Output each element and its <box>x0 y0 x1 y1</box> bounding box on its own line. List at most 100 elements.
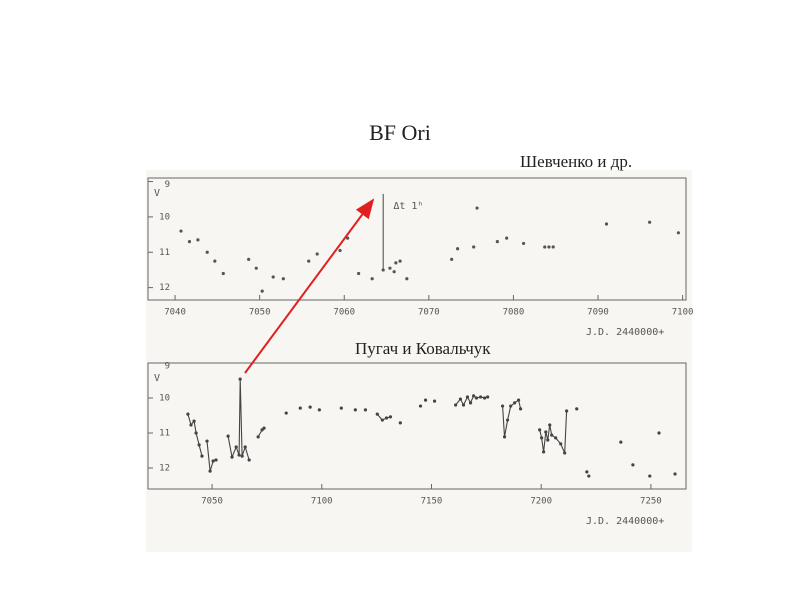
data-point <box>230 455 234 459</box>
data-point <box>388 415 393 419</box>
data-point <box>247 458 251 462</box>
data-point <box>673 472 677 476</box>
data-point <box>398 421 402 425</box>
caption: Пугач и Ковальчук <box>355 339 491 358</box>
plot-frame <box>147 362 687 490</box>
data-point <box>604 222 609 226</box>
data-point <box>565 409 569 413</box>
y-axis-label: V <box>154 188 160 199</box>
x-tick-label: 7060 <box>333 308 355 318</box>
data-point <box>479 395 483 399</box>
x-axis-label: J.D. 2440000+ <box>586 327 664 338</box>
data-point <box>521 241 526 246</box>
data-point <box>226 434 230 438</box>
data-point <box>502 435 507 439</box>
data-point <box>339 406 343 410</box>
data-point <box>208 469 212 473</box>
x-tick-label: 7070 <box>418 308 440 318</box>
data-point <box>211 459 215 463</box>
data-point <box>506 418 510 422</box>
data-point <box>423 398 428 402</box>
data-point <box>648 474 652 478</box>
arrow <box>244 198 375 374</box>
data-point <box>205 439 209 443</box>
x-tick-label: 7050 <box>249 308 271 318</box>
data-point <box>388 266 392 270</box>
data-point <box>189 423 193 427</box>
data-point <box>357 271 361 276</box>
data-point <box>192 419 196 423</box>
data-point <box>405 277 409 281</box>
y-tick-label: 11 <box>159 248 170 258</box>
data-point <box>281 277 285 281</box>
y-tick-label: 10 <box>159 212 170 222</box>
data-point <box>546 438 550 442</box>
y-axis-label: V <box>154 373 160 384</box>
data-point <box>307 259 311 263</box>
data-point <box>394 261 398 265</box>
data-point <box>254 266 258 270</box>
data-point <box>243 445 247 449</box>
data-point <box>495 240 499 244</box>
data-point <box>380 418 384 422</box>
x-tick-label: 7080 <box>503 308 525 318</box>
data-point <box>381 268 385 272</box>
data-point <box>197 443 201 447</box>
data-point <box>587 474 591 478</box>
data-point <box>538 428 542 432</box>
data-point <box>657 431 661 435</box>
data-point <box>544 430 548 434</box>
data-point <box>247 257 251 261</box>
data-point <box>676 231 680 235</box>
data-point <box>363 408 368 412</box>
data-point <box>563 451 567 455</box>
data-point <box>631 463 635 467</box>
data-point <box>456 247 460 251</box>
x-tick-label: 7150 <box>421 497 443 507</box>
data-point <box>547 245 551 249</box>
data-point <box>213 259 217 263</box>
data-point <box>384 416 389 420</box>
data-point <box>262 426 266 430</box>
data-point <box>370 277 374 281</box>
data-point <box>559 442 563 446</box>
data-point <box>516 398 521 402</box>
data-point <box>353 408 357 412</box>
x-tick-label: 7040 <box>164 308 186 318</box>
data-point <box>240 454 244 458</box>
data-point <box>432 399 437 403</box>
y-tick-label: 11 <box>159 429 170 439</box>
data-point <box>513 401 517 405</box>
data-point <box>619 440 623 444</box>
data-point <box>284 411 288 415</box>
data-point <box>194 431 198 435</box>
data-point <box>518 407 523 411</box>
y-tick-label: 12 <box>159 464 170 474</box>
data-point <box>461 403 466 407</box>
data-point <box>200 454 204 458</box>
data-point <box>551 245 555 249</box>
data-point <box>468 401 473 405</box>
data-point <box>256 435 260 439</box>
data-point <box>298 406 302 410</box>
y-tick-label: 12 <box>159 283 170 293</box>
data-point <box>465 395 470 399</box>
y-tick-label: 9 <box>165 362 170 372</box>
x-tick-label: 7050 <box>201 497 223 507</box>
data-point <box>458 397 463 401</box>
slide-title: BF Ori <box>369 120 431 145</box>
plots: 9 10 11 12 7040 7050 7060 7070 7080 7090 7100 V J.D.… <box>147 177 693 527</box>
data-point <box>554 436 558 440</box>
data-point <box>338 248 342 253</box>
data-point <box>186 412 190 416</box>
x-tick-label: 7090 <box>587 308 609 318</box>
data-point <box>474 396 479 400</box>
data-point <box>542 450 546 454</box>
data-point <box>237 453 241 457</box>
data-point <box>392 270 396 274</box>
data-point <box>214 458 218 462</box>
plot-frame <box>147 177 687 301</box>
x-axis-label: J.D. 2440000+ <box>586 516 664 527</box>
